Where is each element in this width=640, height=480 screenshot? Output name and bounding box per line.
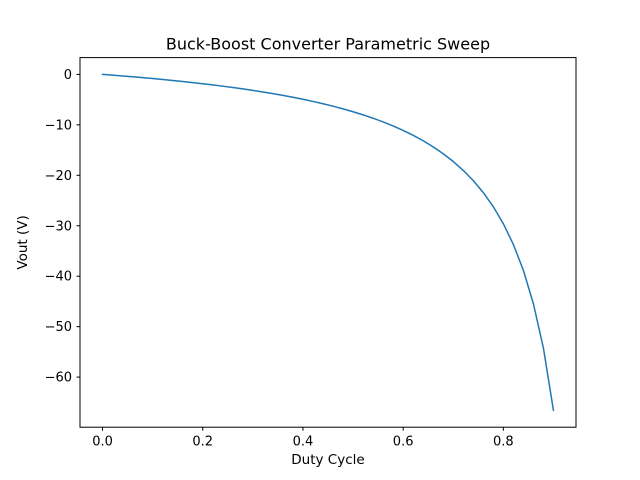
- x-tick-label: 0.8: [493, 435, 514, 450]
- y-axis-label: Vout (V): [15, 215, 31, 269]
- y-tick-label: −10: [45, 118, 72, 133]
- y-tick-label: 0: [64, 68, 72, 83]
- series-line-vout: [101, 73, 555, 412]
- x-tick-label: 0.6: [393, 435, 414, 450]
- y-tick-label: −40: [45, 270, 72, 285]
- x-tick-label: 0.4: [293, 435, 314, 450]
- y-axis-tick-labels: 0 −10 −20 −30 −40 −50 −60: [45, 68, 72, 386]
- plot-area: [80, 57, 576, 428]
- x-axis-ticks: [102, 427, 504, 431]
- x-tick-label: 0.0: [92, 435, 113, 450]
- chart-title: Buck-Boost Converter Parametric Sweep: [166, 35, 490, 54]
- axes-frame: [79, 57, 577, 428]
- y-tick-label: −30: [45, 219, 72, 234]
- y-tick-label: −60: [45, 371, 72, 386]
- x-axis-tick-labels: 0.0 0.2 0.4 0.6 0.8: [92, 435, 513, 450]
- y-tick-label: −50: [45, 320, 72, 335]
- y-tick-label: −20: [45, 169, 72, 184]
- x-axis-label: Duty Cycle: [291, 452, 364, 468]
- x-tick-label: 0.2: [192, 435, 213, 450]
- y-axis-ticks: [76, 73, 80, 378]
